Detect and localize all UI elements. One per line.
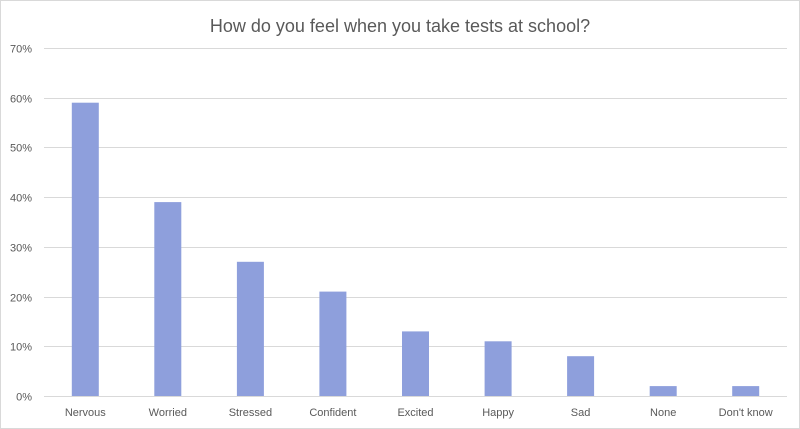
- y-tick-label: 30%: [10, 243, 32, 255]
- x-tick-label: Nervous: [65, 407, 106, 419]
- bar-don-t-know: [732, 386, 760, 396]
- x-tick-label: Worried: [149, 407, 187, 419]
- bar-excited: [402, 331, 429, 396]
- y-tick-label: 40%: [10, 193, 32, 205]
- bars: [71, 102, 760, 396]
- bar-sad: [567, 356, 595, 396]
- x-tick-label: Happy: [482, 407, 514, 419]
- gridlines: [44, 48, 787, 397]
- y-tick-label: 70%: [10, 44, 32, 56]
- x-tick-label: Sad: [571, 407, 591, 419]
- bar-confident: [319, 291, 347, 396]
- chart-title: How do you feel when you take tests at s…: [209, 16, 591, 36]
- bar-stressed: [236, 261, 264, 396]
- x-tick-label: None: [650, 407, 676, 419]
- bar-worried: [154, 202, 182, 396]
- x-tick-label: Don't know: [719, 407, 773, 419]
- y-tick-label: 20%: [10, 293, 32, 305]
- x-tick-label: Stressed: [229, 407, 272, 419]
- y-tick-label: 0%: [16, 392, 32, 404]
- x-axis-ticks: Nervous Worried Stressed Confident Excited Ha…: [65, 407, 773, 419]
- bar-none: [649, 386, 677, 396]
- x-tick-label: Confident: [309, 407, 356, 419]
- x-tick-label: Excited: [397, 407, 433, 419]
- y-tick-label: 10%: [10, 342, 32, 354]
- y-tick-label: 50%: [10, 143, 32, 155]
- bar-nervous: [71, 102, 99, 396]
- y-tick-label: 60%: [10, 94, 32, 106]
- y-axis-ticks: 0% 10% 20% 30% 40% 50% 60% 70%: [10, 44, 32, 404]
- bar-happy: [484, 341, 512, 396]
